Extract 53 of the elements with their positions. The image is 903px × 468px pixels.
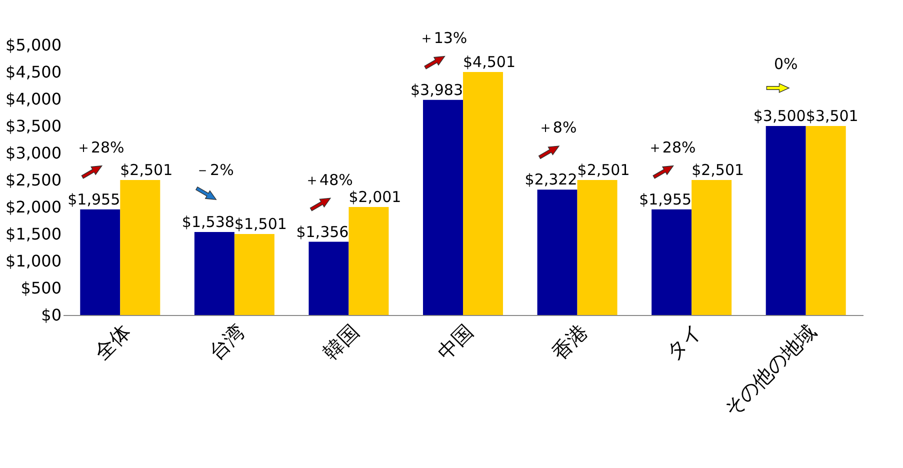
- annotation: ＋8%: [538, 118, 577, 137]
- x-tick-label: 全体: [90, 319, 135, 365]
- data-label: $2,001: [348, 188, 402, 206]
- data-label: $4,501: [463, 52, 516, 71]
- bar: [308, 242, 349, 315]
- data-label: $2,501: [577, 160, 630, 179]
- x-tick-label: その他の地域: [718, 319, 821, 422]
- x-tick-label: 台湾: [204, 319, 250, 365]
- y-tick-label: $1,000: [6, 252, 62, 270]
- x-tick-label: タイ: [661, 319, 706, 365]
- y-tick-label: $0: [41, 306, 62, 324]
- data-label: $1,538: [182, 212, 234, 231]
- data-label: $1,356: [296, 222, 349, 241]
- data-label: $2,501: [120, 160, 173, 179]
- bar: [463, 72, 503, 315]
- x-tick-label: 中国: [432, 319, 478, 365]
- annotation: 0%: [774, 55, 798, 73]
- bar: [234, 234, 274, 315]
- bar: [766, 126, 806, 315]
- annotation: ＋28%: [647, 138, 696, 156]
- bar: [120, 180, 160, 315]
- bar: [577, 180, 618, 315]
- bar: [348, 206, 389, 315]
- data-label: $1,955: [639, 190, 692, 208]
- annotation: ＋28%: [76, 138, 124, 156]
- bar: [423, 100, 463, 315]
- y-tick-label: $2,000: [6, 198, 62, 216]
- bar: [692, 180, 732, 315]
- annotation: －2%: [195, 160, 234, 179]
- y-tick-label: $3,000: [6, 144, 62, 162]
- y-tick-label: $1,500: [6, 224, 62, 244]
- bar: [194, 232, 234, 315]
- bar: [80, 209, 120, 315]
- y-tick-label: $5,000: [6, 36, 62, 54]
- data-label: $1,955: [68, 190, 120, 208]
- bar: [806, 126, 846, 315]
- data-label: $3,501: [806, 106, 858, 125]
- y-tick-label: $3,500: [6, 116, 62, 136]
- data-label: $3,983: [410, 80, 463, 99]
- data-label: $1,501: [234, 214, 287, 233]
- data-label: $2,501: [692, 160, 744, 179]
- y-tick-label: $500: [20, 278, 62, 298]
- annotation: ＋48%: [304, 170, 353, 189]
- x-tick-label: 香港: [546, 319, 592, 365]
- bar: [537, 190, 578, 315]
- y-tick-label: $4,000: [6, 90, 62, 108]
- data-label: $2,322: [524, 170, 578, 189]
- annotation: ＋13%: [418, 28, 468, 47]
- bar: [652, 209, 692, 315]
- data-label: $3,500: [753, 107, 806, 125]
- y-tick-label: $2,500: [6, 170, 62, 190]
- x-tick-label: 韓国: [318, 319, 364, 365]
- y-tick-label: $4,500: [6, 62, 62, 82]
